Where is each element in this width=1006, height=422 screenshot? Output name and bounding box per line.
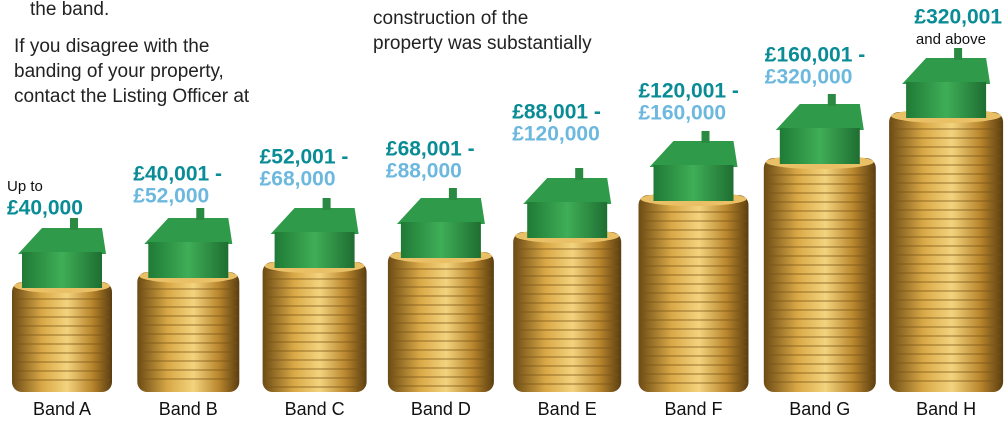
coin-stack bbox=[263, 262, 367, 392]
house-chimney bbox=[575, 168, 583, 180]
band-range: £88,000 bbox=[386, 160, 462, 183]
band-range: £120,000 bbox=[512, 123, 600, 146]
house-body bbox=[780, 128, 860, 164]
house-chimney bbox=[828, 94, 836, 106]
house-body bbox=[275, 232, 355, 268]
coin-stack bbox=[889, 112, 1003, 392]
band-name: Band E bbox=[538, 399, 597, 419]
left-text: the band. bbox=[30, 0, 109, 20]
band-range: £52,000 bbox=[133, 185, 209, 208]
house-chimney bbox=[954, 48, 962, 60]
house-chimney bbox=[449, 188, 457, 200]
band-range: £68,000 bbox=[260, 168, 336, 191]
band-range: £160,001 - bbox=[765, 44, 865, 67]
band-range: £40,000 bbox=[7, 197, 83, 220]
band-name: Band H bbox=[916, 399, 976, 419]
band-range: Up to bbox=[7, 178, 43, 195]
house-roof bbox=[523, 178, 611, 204]
band-name: Band C bbox=[285, 399, 345, 419]
house-body bbox=[22, 252, 102, 288]
house-body bbox=[148, 242, 228, 278]
house-chimney bbox=[70, 218, 78, 230]
house-body bbox=[527, 202, 607, 238]
band-name: Band F bbox=[664, 399, 722, 419]
house-body bbox=[401, 222, 481, 258]
band-name: Band D bbox=[411, 399, 471, 419]
house-chimney bbox=[702, 131, 710, 143]
house-chimney bbox=[196, 208, 204, 220]
band-range: and above bbox=[916, 31, 986, 48]
infographic: the band. If you disagree with the bandi… bbox=[0, 0, 1006, 422]
house-roof bbox=[776, 104, 864, 130]
band-range: £52,001 - bbox=[260, 146, 349, 169]
house-roof bbox=[18, 228, 106, 254]
band-range: £160,000 bbox=[639, 102, 727, 125]
band-range: £320,000 bbox=[765, 66, 853, 89]
house-roof bbox=[902, 58, 990, 84]
house-body bbox=[906, 82, 986, 118]
left-text: If you disagree with the bbox=[14, 36, 209, 57]
house-roof bbox=[271, 208, 359, 234]
left-text: contact the Listing Officer at bbox=[14, 86, 250, 107]
coin-stack bbox=[388, 252, 494, 392]
house-chimney bbox=[323, 198, 331, 210]
band-range: £40,001 - bbox=[133, 163, 222, 186]
band-name: Band B bbox=[159, 399, 218, 419]
left-text: banding of your property, bbox=[14, 61, 224, 82]
middle-text: construction of the bbox=[373, 8, 528, 29]
middle-text: property was substantially bbox=[373, 33, 592, 54]
band-name: Band A bbox=[33, 399, 91, 419]
coin-stack bbox=[137, 272, 239, 392]
house-roof bbox=[650, 141, 738, 167]
house-roof bbox=[397, 198, 485, 224]
band-range: £68,001 - bbox=[386, 138, 475, 161]
house-body bbox=[654, 165, 734, 201]
house-roof bbox=[144, 218, 232, 244]
band-name: Band G bbox=[789, 399, 850, 419]
band-range: £320,001 bbox=[914, 6, 1002, 29]
band-range: £88,001 - bbox=[512, 101, 601, 124]
band-range: £120,001 - bbox=[639, 80, 739, 103]
